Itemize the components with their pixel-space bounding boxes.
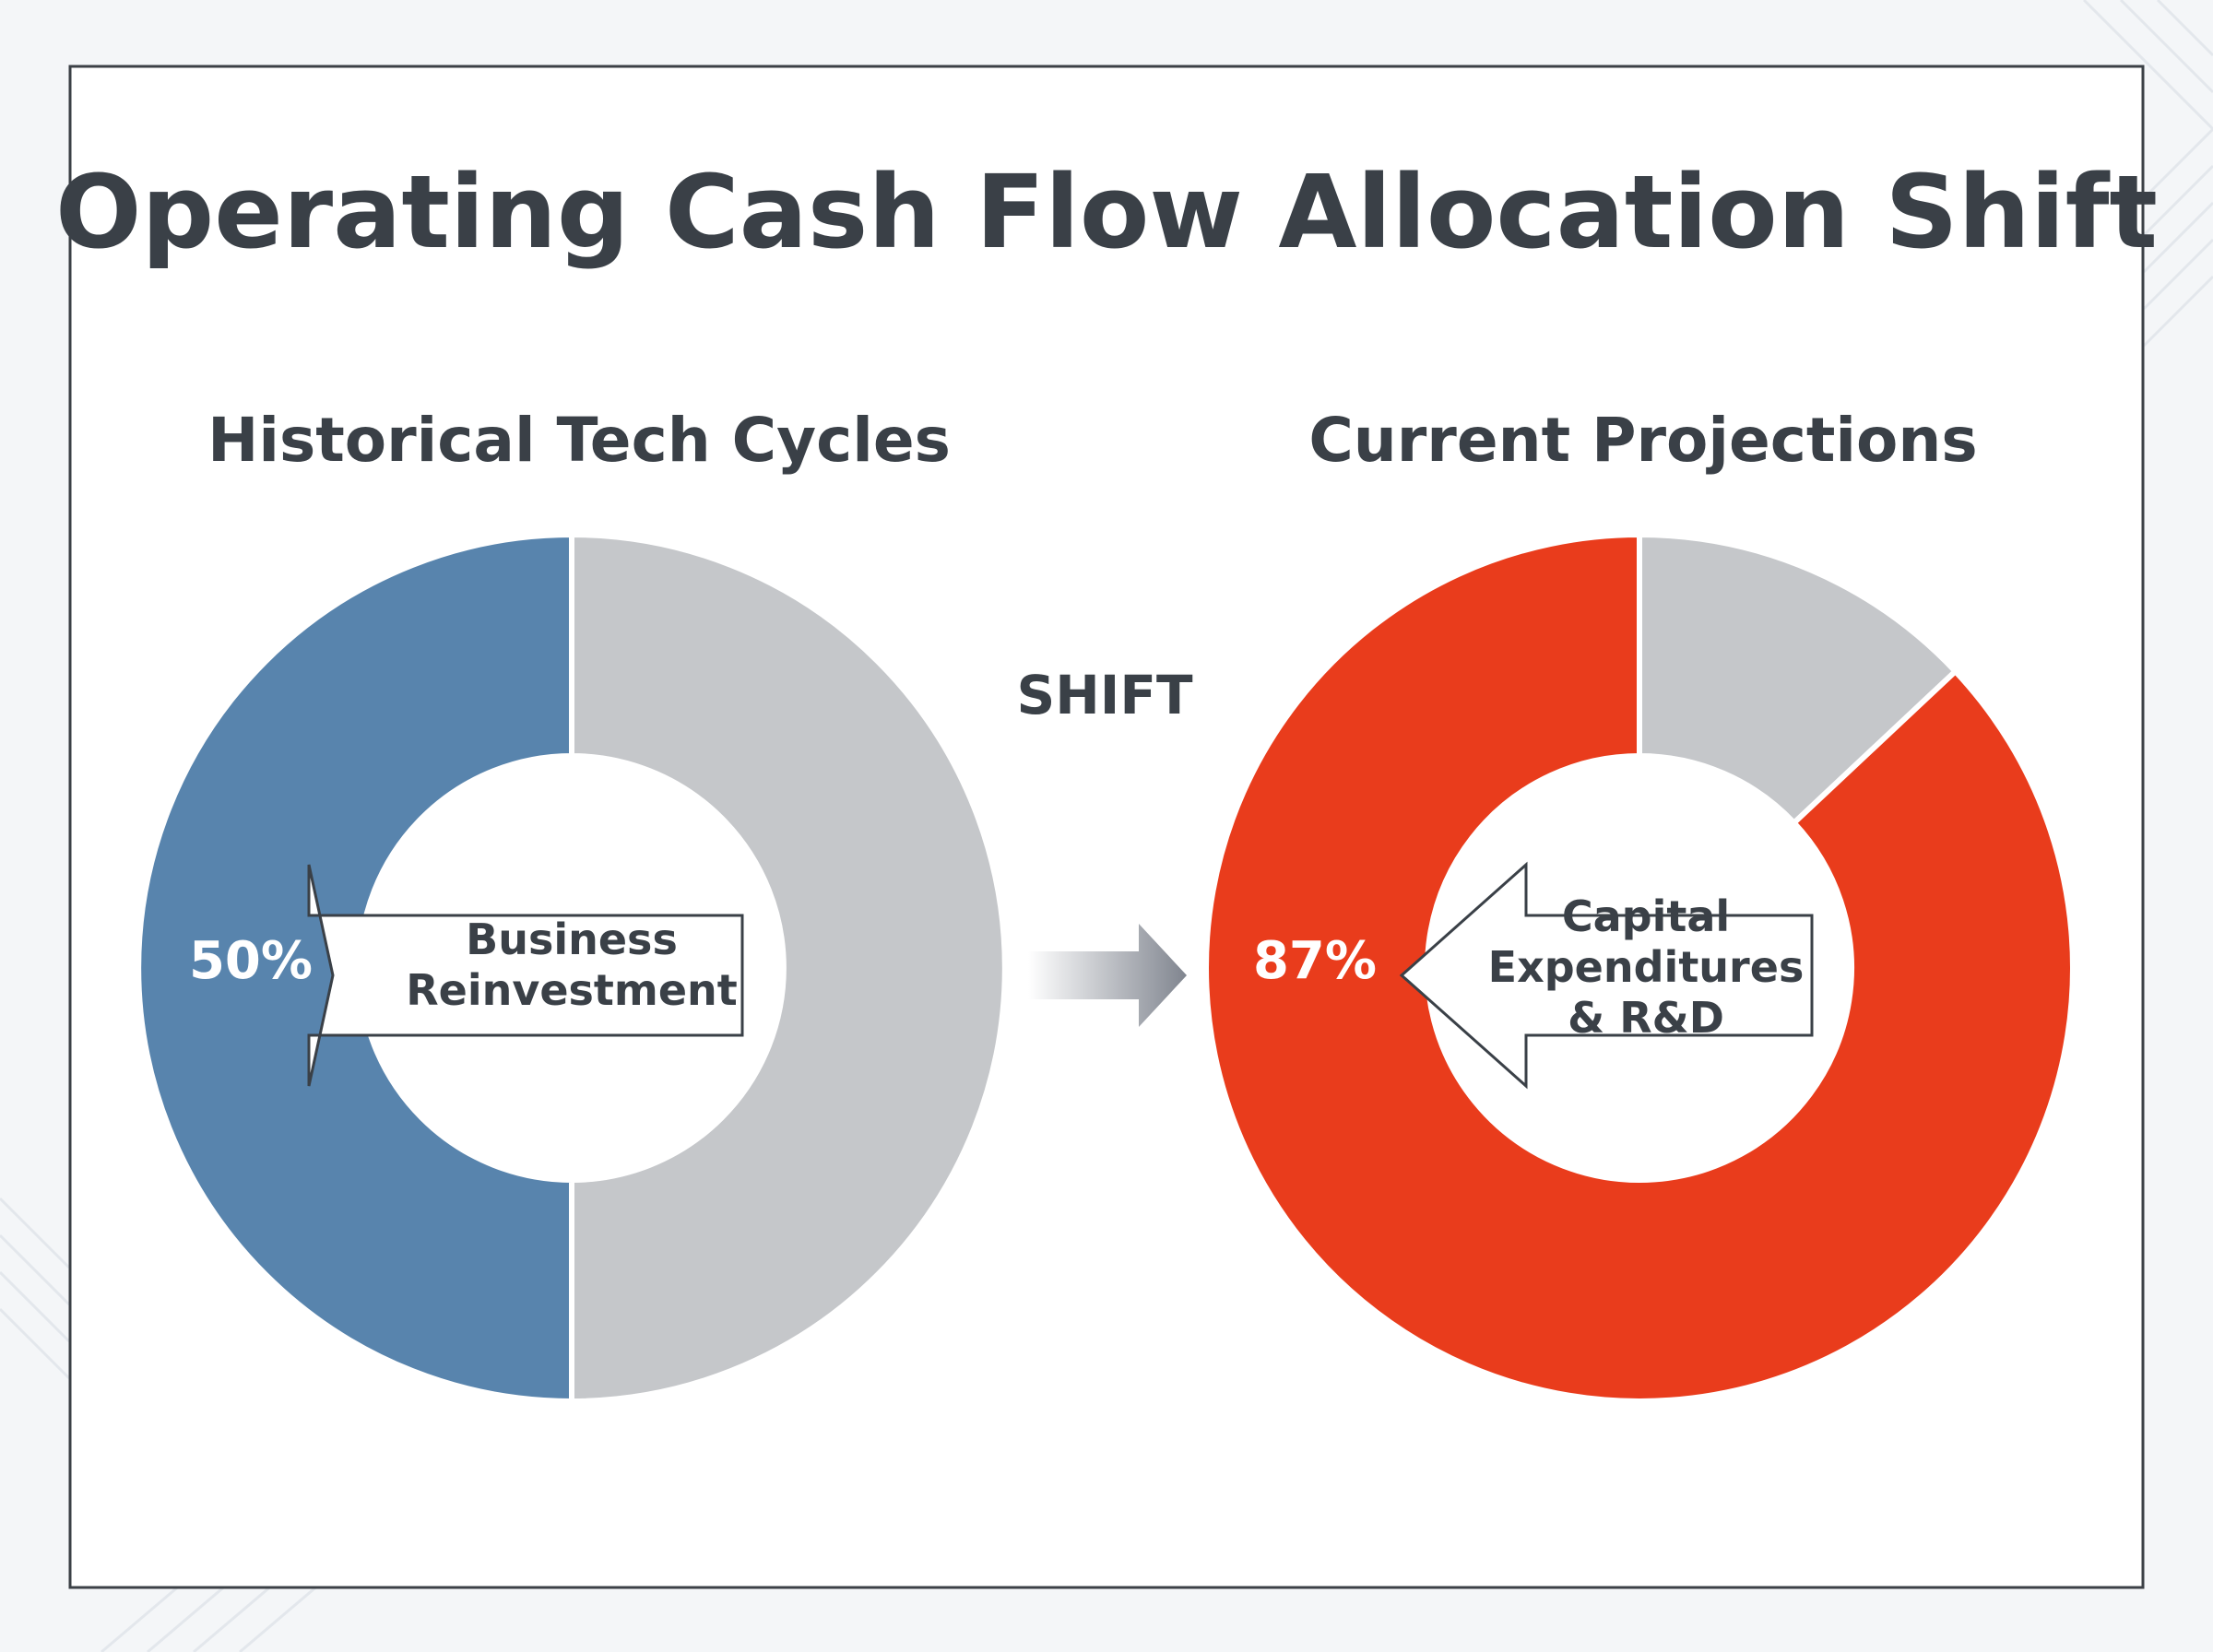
historical-slice-remainder-0: [569, 531, 1008, 1405]
shift-label: SHIFT: [1016, 664, 1193, 726]
current-slice-primary: [1203, 531, 2076, 1404]
corner-decoration-top-right: [2082, 0, 2213, 348]
shift-arrow-icon: [1028, 924, 1187, 1027]
historical-callout-line-1: Reinvestment: [406, 965, 738, 1015]
current-slice-remainder-0: [1637, 531, 1959, 827]
chart-title: Operating Cash Flow Allocation Shift: [55, 153, 2158, 271]
current-callout-line-0: Capital: [1562, 891, 1730, 941]
historical-callout-arrow: [307, 864, 744, 1087]
current-callout-line-1: Expenditures: [1488, 942, 1805, 992]
current-chart-title: Current Projections: [1308, 405, 1977, 476]
historical-percent-label: 50%: [189, 931, 313, 991]
historical-chart-title: Historical Tech Cycles: [207, 405, 951, 476]
current-callout-line-2: & R&D: [1568, 993, 1724, 1043]
historical-callout-line-0: Business: [466, 914, 678, 964]
current-percent-label: 87%: [1253, 931, 1377, 991]
current-callout-arrow: [1399, 861, 1814, 1090]
